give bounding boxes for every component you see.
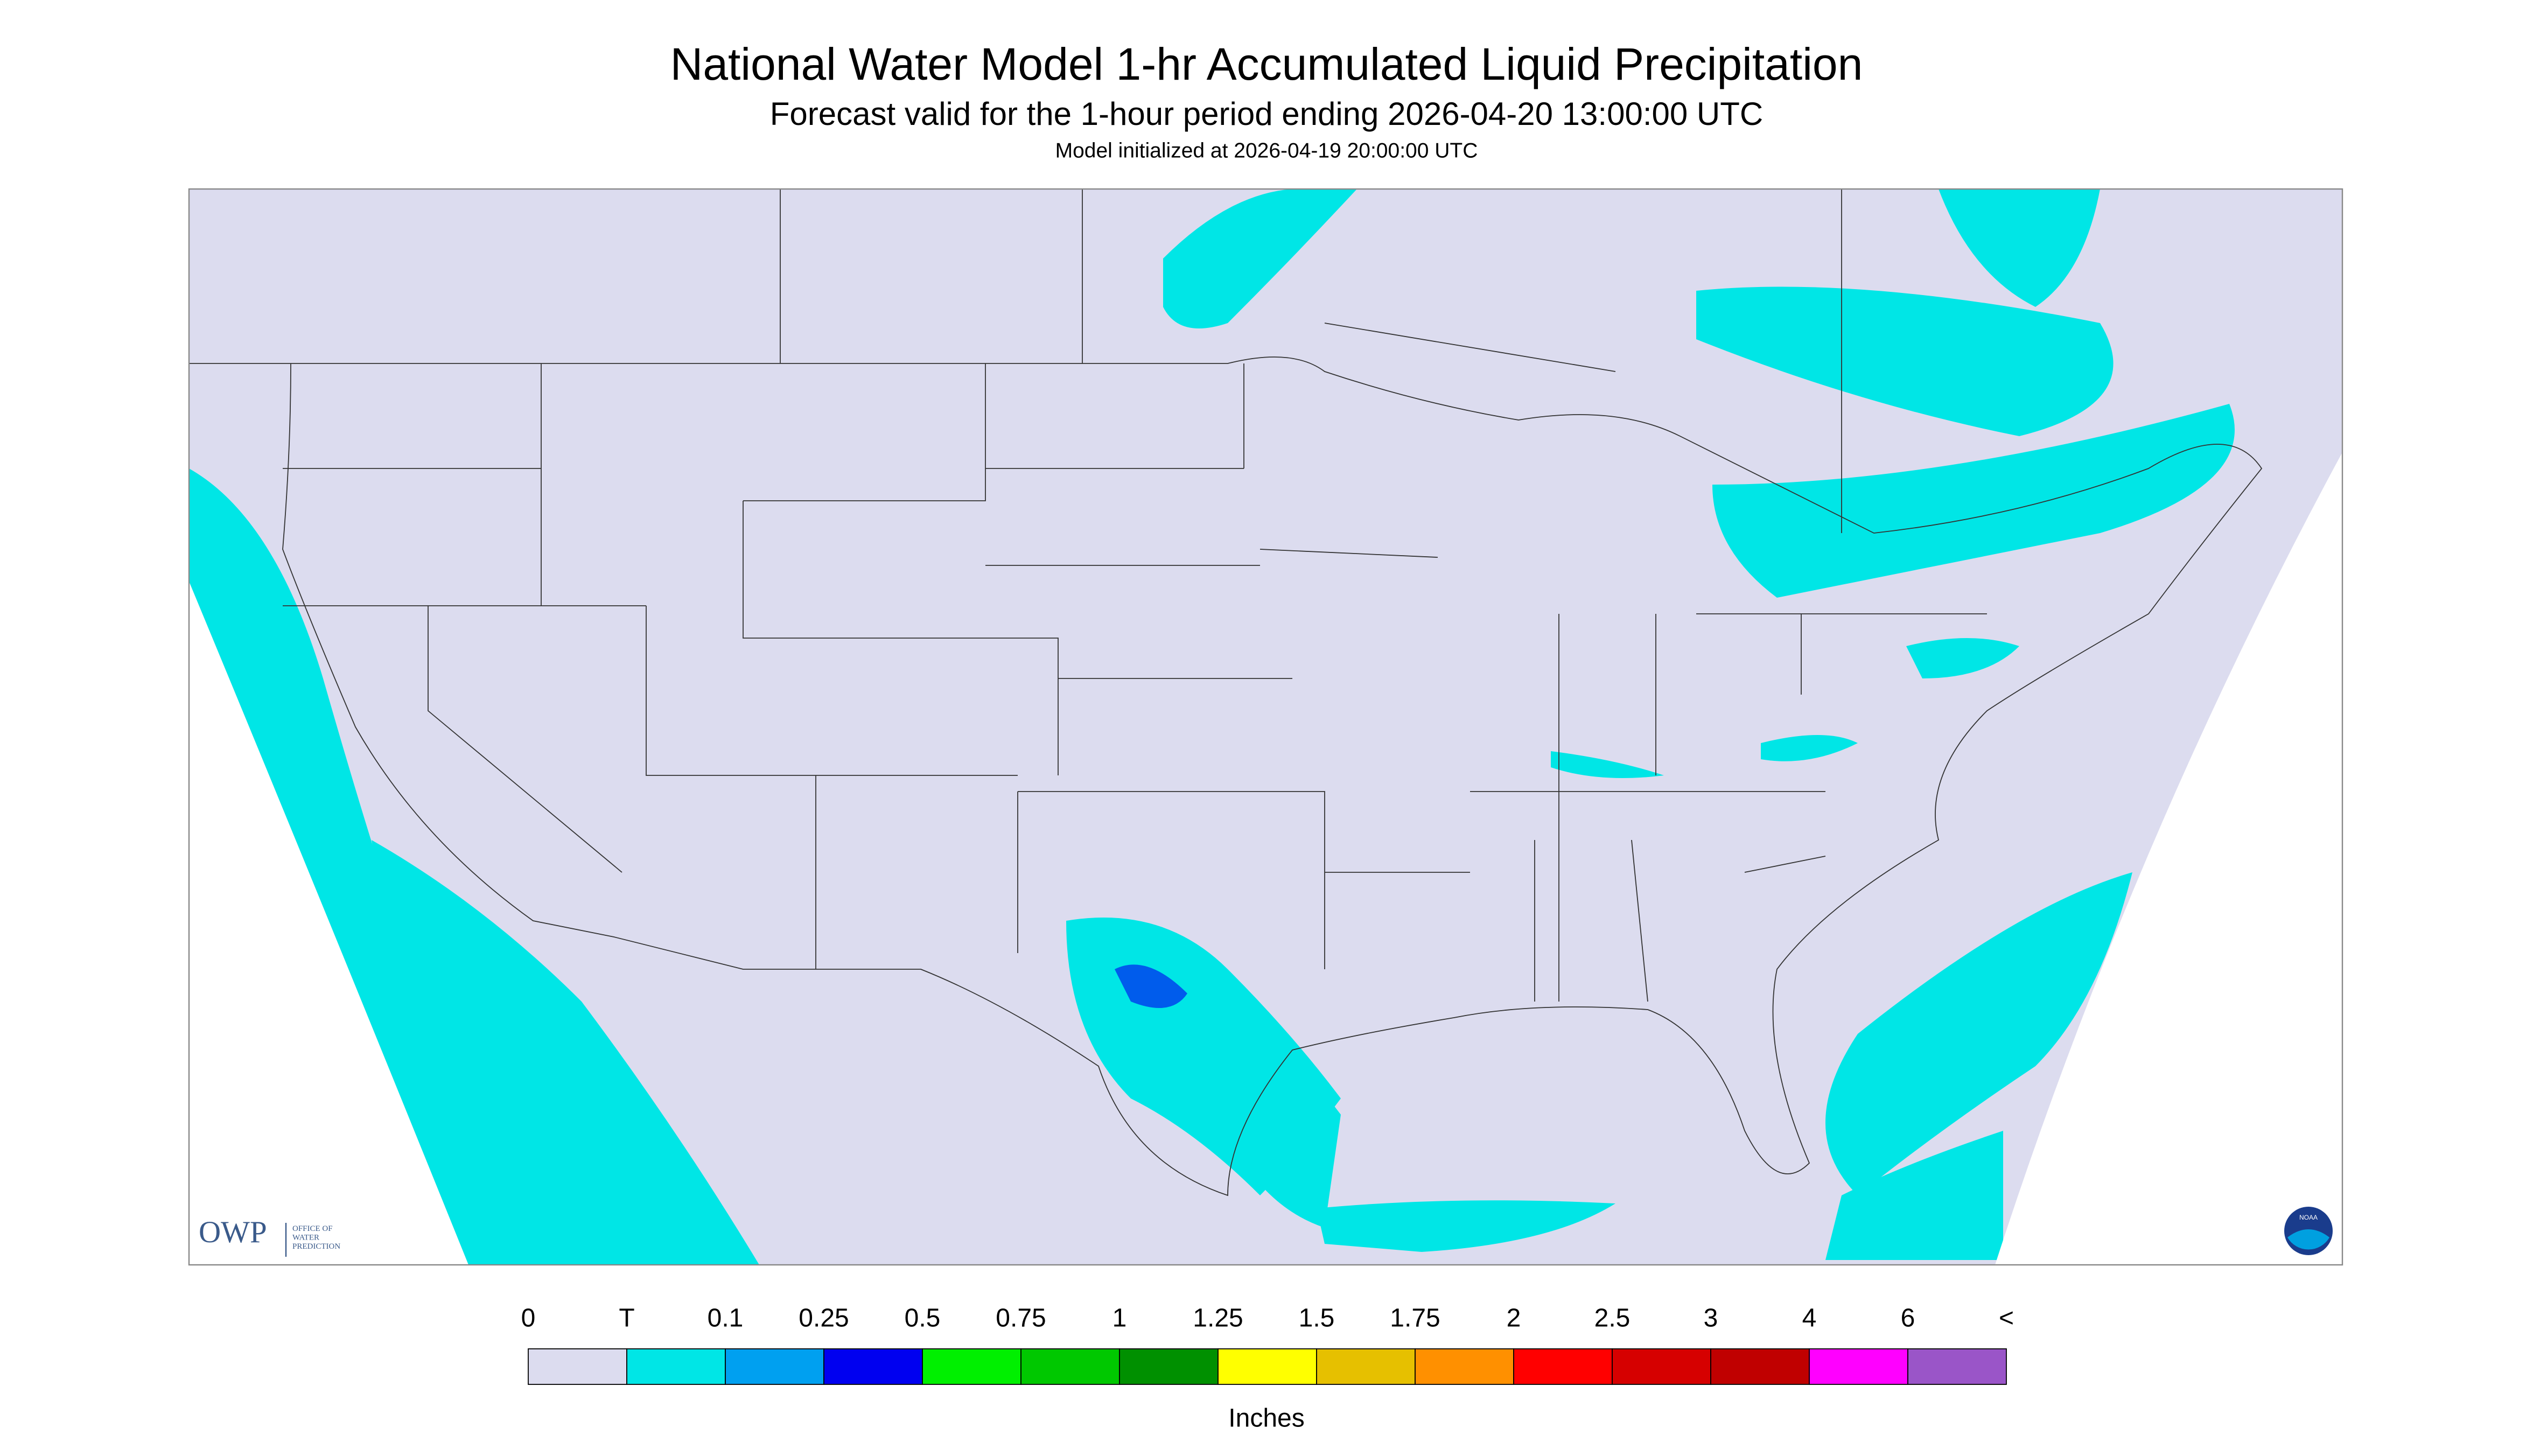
legend-swatch — [1020, 1348, 1120, 1385]
legend-label: 0.25 — [799, 1304, 849, 1333]
legend-swatch — [626, 1348, 726, 1385]
precipitation — [189, 189, 2235, 1265]
subtitle: Forecast valid for the 1-hour period end… — [770, 96, 1763, 132]
map-frame — [188, 188, 2343, 1266]
legend-label: 1 — [1112, 1304, 1127, 1333]
legend-swatch — [1809, 1348, 1908, 1385]
legend-label: < — [1999, 1304, 2014, 1333]
legend-label: 0.5 — [905, 1304, 941, 1333]
legend-label: 2.5 — [1594, 1304, 1631, 1333]
legend-swatch — [1119, 1348, 1219, 1385]
legend-label: 4 — [1802, 1304, 1817, 1333]
legend-swatch — [1710, 1348, 1810, 1385]
legend-label: T — [619, 1304, 634, 1333]
owp-office-line: OFFICE OF — [292, 1224, 333, 1233]
legend-label: 3 — [1704, 1304, 1718, 1333]
owp-logo: OWP — [199, 1215, 267, 1249]
legend-label: 0.1 — [708, 1304, 744, 1333]
legend-swatch — [1513, 1348, 1613, 1385]
legend-swatch — [823, 1348, 923, 1385]
legend-swatch — [1217, 1348, 1317, 1385]
noaa-text: NOAA — [2299, 1214, 2318, 1221]
init-time: Model initialized at 2026-04-19 20:00:00… — [1055, 139, 1478, 162]
legend-label: 0.75 — [996, 1304, 1046, 1333]
owp-office-line: PREDICTION — [292, 1242, 340, 1251]
legend-label: 1.75 — [1390, 1304, 1440, 1333]
legend-swatch — [528, 1348, 627, 1385]
projection-edge — [1995, 452, 2342, 1265]
legend: 0 T 0.1 0.25 0.5 0.75 1 1.25 1.5 1.75 2 2.5 3 4 6 < — [521, 1304, 2014, 1385]
legend-swatch — [1415, 1348, 1514, 1385]
legend-swatch — [1612, 1348, 1711, 1385]
legend-unit: Inches — [1228, 1404, 1304, 1433]
legend-label: 1.5 — [1299, 1304, 1335, 1333]
legend-swatch — [725, 1348, 824, 1385]
legend-label: 2 — [1507, 1304, 1521, 1333]
title: National Water Model 1-hr Accumulated Li… — [670, 39, 1863, 89]
legend-label: 0 — [521, 1304, 536, 1333]
projection-edge — [189, 582, 468, 1265]
legend-label: 1.25 — [1193, 1304, 1243, 1333]
legend-swatch — [922, 1348, 1021, 1385]
owp-office-line: WATER — [292, 1234, 319, 1242]
legend-label: 6 — [1901, 1304, 1915, 1333]
legend-swatch — [1316, 1348, 1416, 1385]
boundaries — [189, 189, 2263, 1196]
legend-swatch — [1907, 1348, 2007, 1385]
